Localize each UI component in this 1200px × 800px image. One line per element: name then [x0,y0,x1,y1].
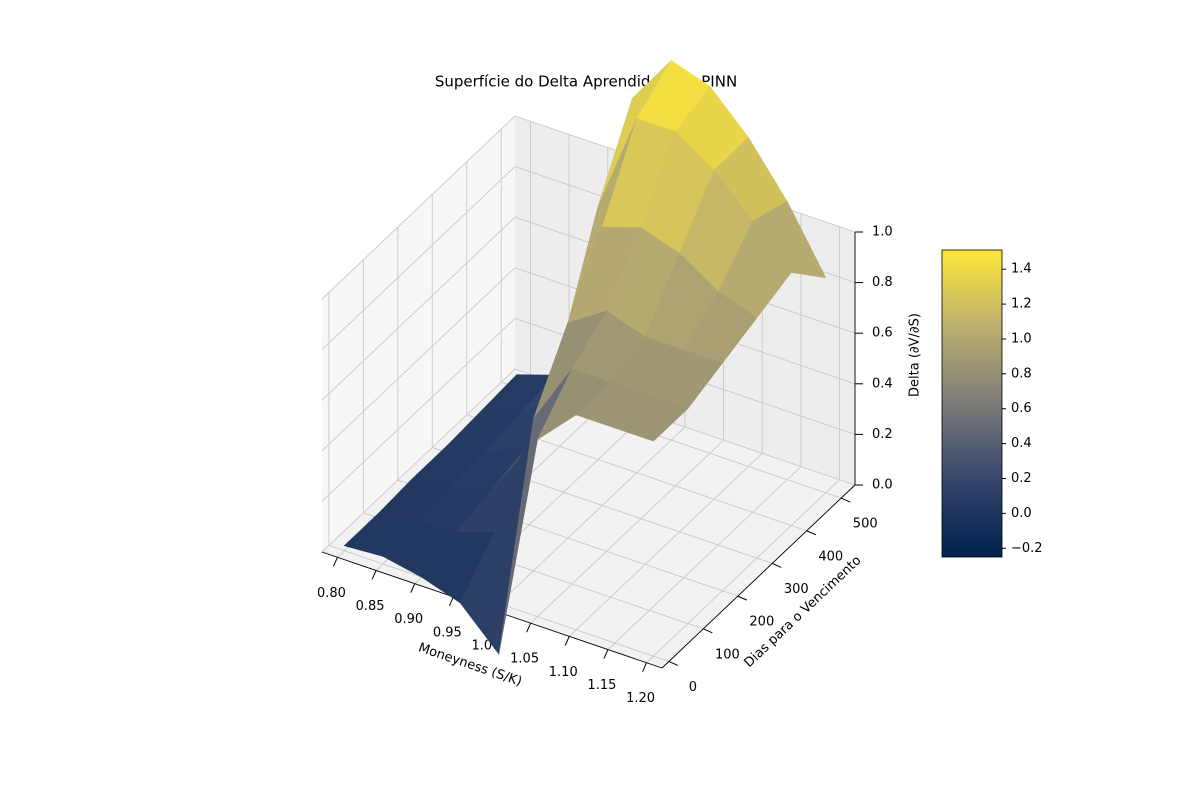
x-tick [564,636,570,646]
x-tick-label: 1.05 [510,652,539,667]
z-tick-label: 1.0 [872,225,893,240]
colorbar-tick-label: 1.4 [1011,262,1032,277]
surface-patch [614,394,689,442]
colorbar-tick-label: 0.8 [1011,366,1032,381]
colorbar [941,249,1003,558]
grid-line [607,466,802,650]
x-tick-label: 0.85 [356,599,385,614]
z-tick-label: 0.2 [872,427,893,442]
grid-line [321,267,516,452]
grid-line [321,216,516,401]
colorbar-tick-label: 0.2 [1011,471,1032,486]
y-tick [703,628,713,634]
x-tick-label: 0.90 [394,612,423,627]
z-tick-label: 0.8 [872,275,893,290]
x-tick-label: 1.10 [549,665,578,680]
y-tick-label: 0 [689,680,697,695]
y-tick [668,661,679,666]
colorbar-tick-label: −0.2 [1011,541,1043,556]
z-axis-label: Delta (∂V/∂S) [908,313,923,397]
x-tick-label: 1.20 [626,691,655,706]
x-tick-label: 0.95 [433,625,462,640]
x-tick [526,622,532,633]
grid-line [530,439,724,624]
x-tick [642,662,648,672]
axis-line [661,484,856,669]
grid-line [321,318,516,502]
y-tick-label: 500 [853,517,878,532]
x-tick [448,596,454,607]
colorbar-tick-label: 0.6 [1011,401,1032,416]
x-tick [410,583,416,593]
y-tick [806,530,816,536]
grid-line [646,479,840,664]
z-tick-label: 0.6 [872,326,893,341]
x-tick-label: 0.80 [317,586,346,601]
x-tick-label: 1.15 [587,678,616,693]
x-tick [332,557,338,567]
grid-line [321,115,516,300]
y-tick-label: 400 [818,549,843,564]
grid-line [491,426,686,611]
grid-line [568,453,763,637]
y-tick [841,497,851,503]
grid-line [321,368,516,553]
x-tick [603,649,609,659]
colorbar-tick-label: 1.0 [1011,331,1032,346]
x-tick [371,570,377,580]
grid-line [321,166,516,350]
colorbar-tick-label: 0.0 [1011,506,1032,521]
y-tick-label: 200 [749,615,774,630]
z-tick-label: 0.4 [872,376,893,391]
y-tick [737,595,748,601]
z-tick-label: 0.0 [872,478,893,493]
y-tick-label: 100 [715,647,740,662]
colorbar-tick-label: 0.4 [1011,436,1032,451]
y-tick-label: 300 [784,582,809,597]
y-tick [772,562,782,568]
colorbar-tick-label: 1.2 [1011,297,1032,312]
